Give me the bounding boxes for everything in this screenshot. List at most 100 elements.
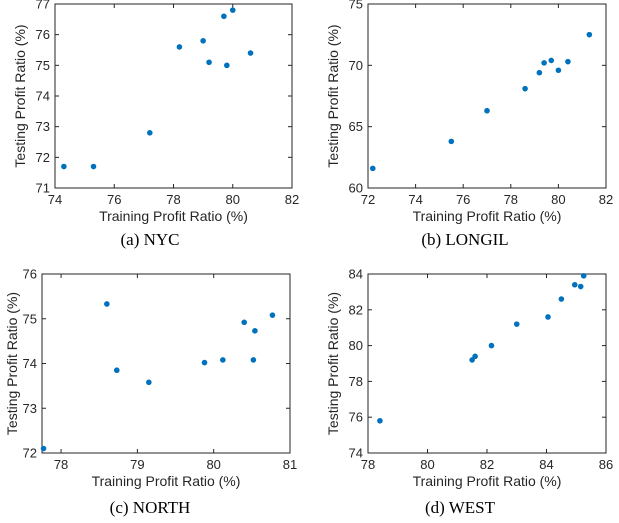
data-point — [522, 85, 528, 92]
data-point — [577, 283, 584, 290]
plot-area-frame — [41, 273, 291, 454]
data-point — [201, 359, 208, 366]
x-tick-label: 74 — [48, 192, 62, 207]
data-point — [252, 328, 258, 334]
y-tick-label: 72 — [36, 150, 50, 165]
data-point — [369, 165, 376, 172]
data-point — [545, 314, 551, 320]
x-tick-label: 84 — [539, 457, 553, 472]
data-point — [241, 319, 248, 326]
panel-3: 78 79 80 81 72 73 74 75 76 Training Profit Ratio … — [4, 267, 297, 518]
data-point — [536, 69, 543, 76]
y-tick-label: 82 — [349, 302, 363, 317]
data-point — [221, 13, 227, 20]
data-point — [250, 357, 257, 363]
data-point — [176, 44, 183, 50]
x-tick-label: 76 — [107, 192, 121, 207]
plot-area-frame — [367, 3, 607, 189]
y-tick-label: 74 — [23, 356, 37, 371]
y-tick-label: 80 — [349, 338, 363, 353]
x-tick-label: 86 — [599, 457, 613, 472]
x-tick-label: 72 — [361, 192, 375, 207]
data-point — [61, 163, 67, 170]
data-point — [558, 296, 565, 302]
data-point — [147, 130, 153, 136]
plot-area-frame — [367, 273, 607, 454]
panel-caption: (a) NYC — [120, 230, 179, 249]
data-point — [548, 57, 555, 64]
panel-2: 72 74 76 78 80 82 60 65 70 75 Training Profit Rati… — [325, 0, 613, 249]
y-axis-label: Testing Profit Ratio (%) — [325, 292, 341, 435]
x-tick-label: 74 — [408, 192, 422, 207]
plot-area-frame — [54, 3, 293, 189]
x-axis-label: Training Profit Ratio (%) — [92, 473, 241, 489]
y-tick-label: 73 — [23, 401, 37, 416]
y-tick-label: 76 — [23, 267, 37, 282]
data-point — [40, 445, 47, 452]
data-point — [247, 50, 254, 56]
data-point — [229, 7, 236, 13]
y-tick-label: 84 — [349, 267, 363, 282]
data-point — [472, 353, 478, 360]
y-tick-label: 75 — [23, 311, 37, 326]
x-axis-label: Training Profit Ratio (%) — [99, 208, 248, 224]
data-point — [146, 379, 152, 386]
x-tick-label: 78 — [166, 192, 180, 207]
x-tick-label: 80 — [206, 457, 220, 472]
data-point — [269, 312, 276, 318]
x-tick-label: 80 — [226, 192, 240, 207]
data-point — [448, 138, 455, 145]
y-axis-label: Testing Profit Ratio (%) — [12, 24, 28, 167]
x-tick-label: 82 — [599, 192, 613, 207]
y-tick-label: 76 — [36, 27, 50, 42]
panel-caption: (c) NORTH — [110, 498, 191, 517]
x-tick-label: 82 — [285, 192, 299, 207]
y-axis-label: Testing Profit Ratio (%) — [325, 24, 341, 167]
panel-1: 74 76 78 80 82 71 72 73 74 75 76 77 Training Profit … — [12, 0, 299, 249]
y-tick-label: 65 — [349, 119, 363, 134]
data-point — [555, 67, 562, 74]
data-point — [565, 58, 571, 65]
y-tick-label: 75 — [349, 0, 363, 12]
y-tick-label: 78 — [349, 374, 363, 389]
data-point — [484, 107, 490, 114]
y-tick-label: 70 — [349, 58, 363, 73]
data-point — [224, 62, 230, 69]
data-point — [586, 31, 593, 38]
y-tick-label: 77 — [36, 0, 50, 12]
x-tick-label: 78 — [361, 457, 375, 472]
x-tick-label: 82 — [480, 457, 494, 472]
data-point — [571, 281, 578, 288]
x-tick-label: 78 — [504, 192, 518, 207]
y-tick-label: 75 — [36, 58, 50, 73]
y-tick-label: 74 — [349, 446, 363, 461]
x-tick-label: 80 — [420, 457, 434, 472]
data-point — [90, 163, 97, 170]
y-tick-label: 73 — [36, 119, 50, 134]
y-tick-label: 60 — [349, 181, 363, 196]
panel-caption: (d) WEST — [425, 498, 496, 517]
x-tick-label: 80 — [551, 192, 565, 207]
panel-caption: (b) LONGIL — [421, 230, 508, 249]
y-tick-label: 76 — [349, 410, 363, 425]
x-tick-label: 76 — [456, 192, 470, 207]
data-point — [104, 301, 110, 307]
x-axis-label: Training Profit Ratio (%) — [413, 473, 562, 489]
data-point — [580, 272, 587, 279]
y-axis-label: Testing Profit Ratio (%) — [4, 292, 20, 435]
y-tick-label: 74 — [36, 89, 50, 104]
x-tick-label: 81 — [283, 457, 297, 472]
x-tick-label: 79 — [130, 457, 144, 472]
data-point — [113, 367, 120, 374]
data-point — [541, 60, 547, 66]
x-axis-label: Training Profit Ratio (%) — [413, 208, 562, 224]
data-point — [488, 342, 495, 349]
x-tick-label: 78 — [54, 457, 68, 472]
data-point — [220, 357, 226, 363]
data-point — [200, 38, 206, 44]
data-point — [206, 59, 212, 66]
data-point — [513, 321, 520, 327]
y-tick-label: 72 — [23, 446, 37, 461]
